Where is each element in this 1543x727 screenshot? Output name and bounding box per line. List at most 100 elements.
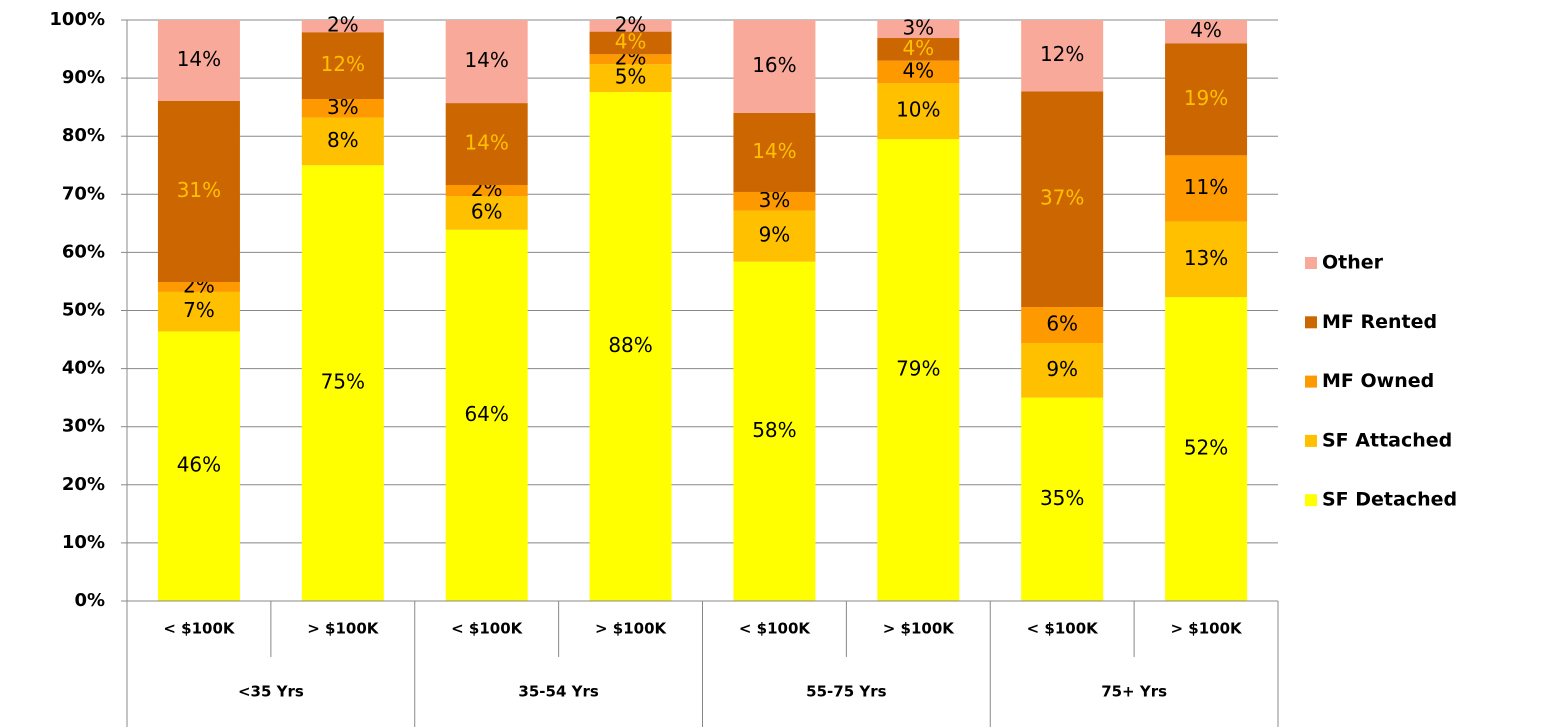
value-label: 7% xyxy=(183,298,215,322)
x-tick-label: > $100K xyxy=(1170,620,1243,638)
value-label: 14% xyxy=(464,131,508,155)
x-tick-label: < $100K xyxy=(739,620,812,638)
group-label: 35-54 Yrs xyxy=(518,683,598,701)
value-label: 16% xyxy=(752,53,796,77)
value-label: 37% xyxy=(1040,186,1084,210)
x-tick-label: < $100K xyxy=(451,620,524,638)
bar-segment xyxy=(589,54,672,65)
group-label: 55-75 Yrs xyxy=(806,683,886,701)
y-tick-label: 50% xyxy=(62,300,105,321)
y-tick-label: 0% xyxy=(74,590,105,611)
value-label: 58% xyxy=(752,418,796,442)
bar-segment xyxy=(589,92,672,601)
bar-segment xyxy=(1021,397,1104,601)
value-label: 88% xyxy=(608,333,652,357)
value-label: 31% xyxy=(177,178,221,202)
group-label: 75+ Yrs xyxy=(1101,683,1167,701)
y-tick-label: 40% xyxy=(62,358,105,379)
y-tick-label: 30% xyxy=(62,416,105,437)
legend-label: SF Detached xyxy=(1322,489,1457,511)
bar-segment xyxy=(445,20,528,104)
x-tick-label: > $100K xyxy=(883,620,956,638)
value-label: 8% xyxy=(327,128,359,152)
value-label: 46% xyxy=(177,453,221,477)
value-label: 79% xyxy=(896,357,940,381)
bar-segment xyxy=(445,103,528,186)
legend-swatch xyxy=(1305,257,1317,269)
value-label: 14% xyxy=(464,48,508,72)
bar-segment xyxy=(589,64,672,93)
bar-segment xyxy=(301,165,384,601)
bar-segment xyxy=(301,99,384,118)
value-label: 14% xyxy=(177,47,221,71)
bar-segment xyxy=(1021,343,1104,398)
value-label: 9% xyxy=(759,223,791,247)
value-label: 4% xyxy=(902,36,934,60)
bar-segment xyxy=(445,185,528,197)
legend-swatch xyxy=(1305,434,1317,447)
value-label: 11% xyxy=(1184,175,1228,199)
legend-swatch xyxy=(1305,375,1317,388)
bar-segment xyxy=(157,20,240,101)
bar-segment xyxy=(445,229,528,601)
value-label: 12% xyxy=(321,52,365,76)
bar-segment xyxy=(733,210,816,262)
y-tick-label: 100% xyxy=(49,9,105,30)
bar-segment xyxy=(301,117,384,166)
bar-segment xyxy=(877,38,960,61)
legend-label: MF Owned xyxy=(1322,370,1434,392)
y-tick-label: 80% xyxy=(62,125,105,146)
y-tick-label: 70% xyxy=(62,183,105,204)
value-label: 6% xyxy=(471,199,503,223)
value-label: 52% xyxy=(1184,436,1228,460)
value-label: 75% xyxy=(321,370,365,394)
x-tick-label: < $100K xyxy=(1027,620,1100,638)
bar-segment xyxy=(733,20,816,113)
y-tick-label: 60% xyxy=(62,241,105,262)
value-label: 19% xyxy=(1184,86,1228,110)
bar-segment xyxy=(1165,20,1248,44)
legend-label: MF Rented xyxy=(1322,311,1437,333)
bar-segment xyxy=(1021,20,1104,92)
legend-label: SF Attached xyxy=(1322,429,1452,451)
bar-segment xyxy=(733,261,816,601)
value-label: 64% xyxy=(464,402,508,426)
bar-segment xyxy=(157,291,240,332)
value-label: 4% xyxy=(902,58,934,82)
x-tick-label: > $100K xyxy=(595,620,668,638)
x-tick-label: < $100K xyxy=(163,620,236,638)
value-label: 6% xyxy=(1046,312,1078,336)
value-label: 5% xyxy=(615,65,647,89)
bar-segment xyxy=(157,282,240,292)
y-tick-label: 10% xyxy=(62,532,105,553)
bar-segment xyxy=(733,191,816,211)
value-label: 2% xyxy=(615,12,647,36)
bar-segment xyxy=(877,83,960,140)
bar-segment xyxy=(301,32,384,100)
bar-segment xyxy=(877,139,960,602)
x-tick-label: > $100K xyxy=(307,620,380,638)
value-label: 4% xyxy=(1190,18,1222,42)
legend-label: Other xyxy=(1322,252,1384,274)
bar-segment xyxy=(157,100,240,283)
group-label: <35 Yrs xyxy=(238,683,304,701)
bar-segment xyxy=(1165,297,1248,601)
bar-segment xyxy=(1165,43,1248,156)
bar-segment xyxy=(157,331,240,601)
legend-swatch xyxy=(1305,494,1317,507)
bar-segment xyxy=(589,20,672,32)
value-label: 35% xyxy=(1040,486,1084,510)
value-label: 10% xyxy=(896,98,940,122)
y-tick-label: 20% xyxy=(62,474,105,495)
bar-segment xyxy=(733,112,816,192)
bar-segment xyxy=(301,20,384,33)
value-label: 2% xyxy=(327,13,359,37)
bar-segment xyxy=(877,60,960,84)
bar-segment xyxy=(1021,307,1104,344)
bar-segment xyxy=(1021,91,1104,308)
bar-segment xyxy=(445,196,528,230)
value-label: 4% xyxy=(615,29,647,53)
legend-swatch xyxy=(1305,316,1317,329)
y-tick-label: 90% xyxy=(62,67,105,88)
